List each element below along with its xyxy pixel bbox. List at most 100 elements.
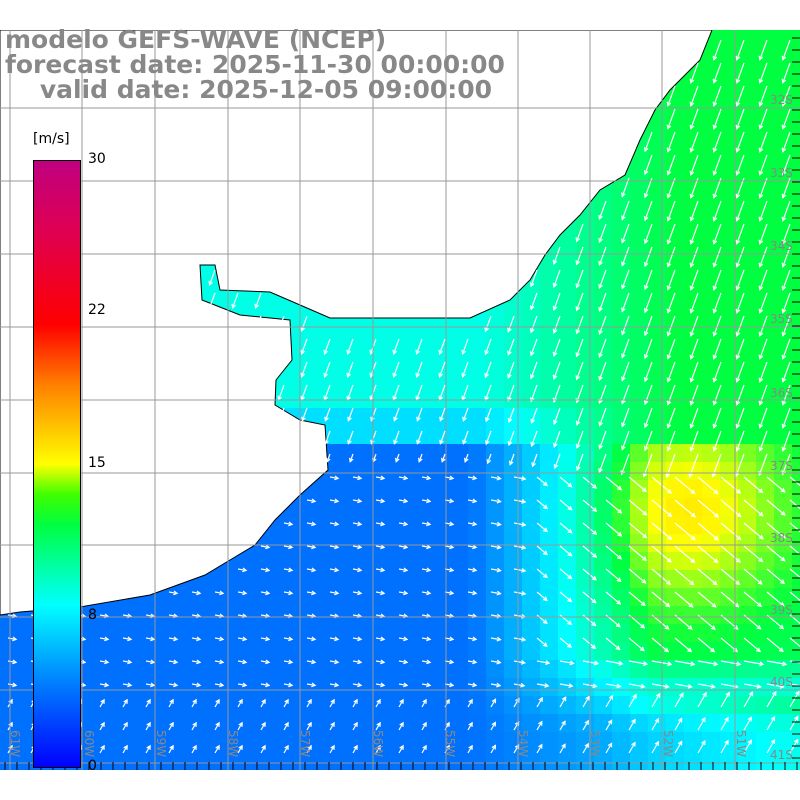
wind-arrow	[720, 716, 729, 731]
wind-arrow	[697, 637, 716, 653]
bottom-margin	[0, 770, 800, 800]
wind-cell	[576, 678, 594, 696]
wind-cell	[576, 696, 594, 714]
wind-cell	[306, 642, 324, 660]
wind-cell	[432, 480, 450, 498]
wind-cell	[702, 102, 720, 120]
wind-arrow	[605, 568, 622, 583]
wind-arrow	[375, 698, 381, 708]
wind-arrow	[536, 637, 548, 648]
wind-cell	[738, 372, 756, 390]
wind-arrow	[697, 683, 716, 689]
wind-cell	[504, 660, 522, 678]
wind-arrow	[145, 698, 151, 708]
wind-cell	[594, 264, 612, 282]
lat-label: 33S	[770, 166, 793, 180]
wind-cell	[594, 300, 612, 318]
wind-arrow	[398, 498, 409, 504]
wind-arrow	[122, 721, 128, 731]
wind-cell	[324, 336, 342, 354]
wind-cell	[90, 624, 108, 642]
wind-cell	[108, 606, 126, 624]
wind-arrow	[507, 338, 515, 356]
wind-cell	[288, 336, 306, 354]
wind-cell	[18, 642, 36, 660]
wind-arrow	[7, 659, 18, 665]
wind-arrow	[301, 407, 308, 422]
wind-cell	[360, 588, 378, 606]
wind-arrow	[324, 407, 331, 422]
wind-cell	[450, 426, 468, 444]
wind-cell	[396, 336, 414, 354]
wind-cell	[324, 498, 342, 516]
wind-cell	[774, 606, 792, 624]
wind-cell	[288, 678, 306, 696]
wind-cell	[396, 696, 414, 714]
wind-cell	[738, 588, 756, 606]
wind-arrow	[628, 683, 646, 689]
wind-cell	[468, 480, 486, 498]
wind-arrow	[666, 430, 676, 452]
wind-arrow	[7, 682, 18, 688]
wind-cell	[324, 588, 342, 606]
wind-cell	[630, 174, 648, 192]
wind-cell	[648, 336, 666, 354]
wind-cell	[540, 516, 558, 534]
wind-arrow	[421, 475, 432, 481]
wind-cell	[414, 408, 432, 426]
wind-cell	[720, 534, 738, 552]
wind-arrow	[552, 292, 561, 311]
wind-arrow	[559, 499, 573, 511]
wind-arrow	[781, 85, 791, 107]
wind-cell	[162, 642, 180, 660]
wind-cell	[594, 480, 612, 498]
wind-cell	[468, 444, 486, 462]
wind-cell	[414, 678, 432, 696]
wind-cell	[378, 444, 396, 462]
wind-arrow	[643, 361, 653, 383]
wind-cell	[612, 534, 630, 552]
wind-arrow	[398, 544, 409, 550]
wind-cell	[288, 624, 306, 642]
wind-cell	[738, 660, 756, 678]
wind-cell	[684, 480, 702, 498]
wind-arrow	[306, 721, 312, 731]
wind-cell	[342, 750, 360, 768]
wind-cell	[648, 210, 666, 228]
wind-arrow	[467, 590, 478, 596]
wind-arrow	[666, 200, 676, 222]
wind-arrow	[513, 682, 526, 688]
wind-arrow	[781, 407, 791, 429]
wind-arrow	[575, 223, 584, 243]
wind-cell	[144, 678, 162, 696]
wind-cell	[720, 102, 738, 120]
wind-cell	[738, 606, 756, 624]
wind-arrow	[605, 545, 623, 560]
wind-cell	[234, 300, 252, 318]
wind-cell	[630, 264, 648, 282]
wind-cell	[774, 30, 792, 48]
wind-arrow	[674, 499, 696, 518]
wind-arrow	[323, 361, 331, 378]
wind-cell	[702, 192, 720, 210]
wind-cell	[216, 732, 234, 750]
wind-arrow	[758, 292, 768, 314]
wind-arrow	[605, 591, 622, 605]
wind-cell	[756, 300, 774, 318]
wind-cell	[414, 588, 432, 606]
lon-label: 54W	[516, 730, 530, 758]
wind-cell	[288, 354, 306, 372]
wind-arrow	[214, 659, 225, 665]
wind-arrow	[552, 246, 561, 265]
lon-label: 58W	[226, 730, 240, 758]
wind-arrow	[743, 545, 764, 563]
wind-cell	[738, 138, 756, 156]
wind-arrow	[329, 659, 340, 665]
lat-label: 32S	[770, 93, 793, 107]
wind-arrow	[743, 476, 764, 494]
wind-cell	[468, 696, 486, 714]
wind-cell	[720, 66, 738, 84]
wind-cell	[378, 606, 396, 624]
wind-arrow	[513, 499, 527, 504]
wind-cell	[468, 372, 486, 390]
